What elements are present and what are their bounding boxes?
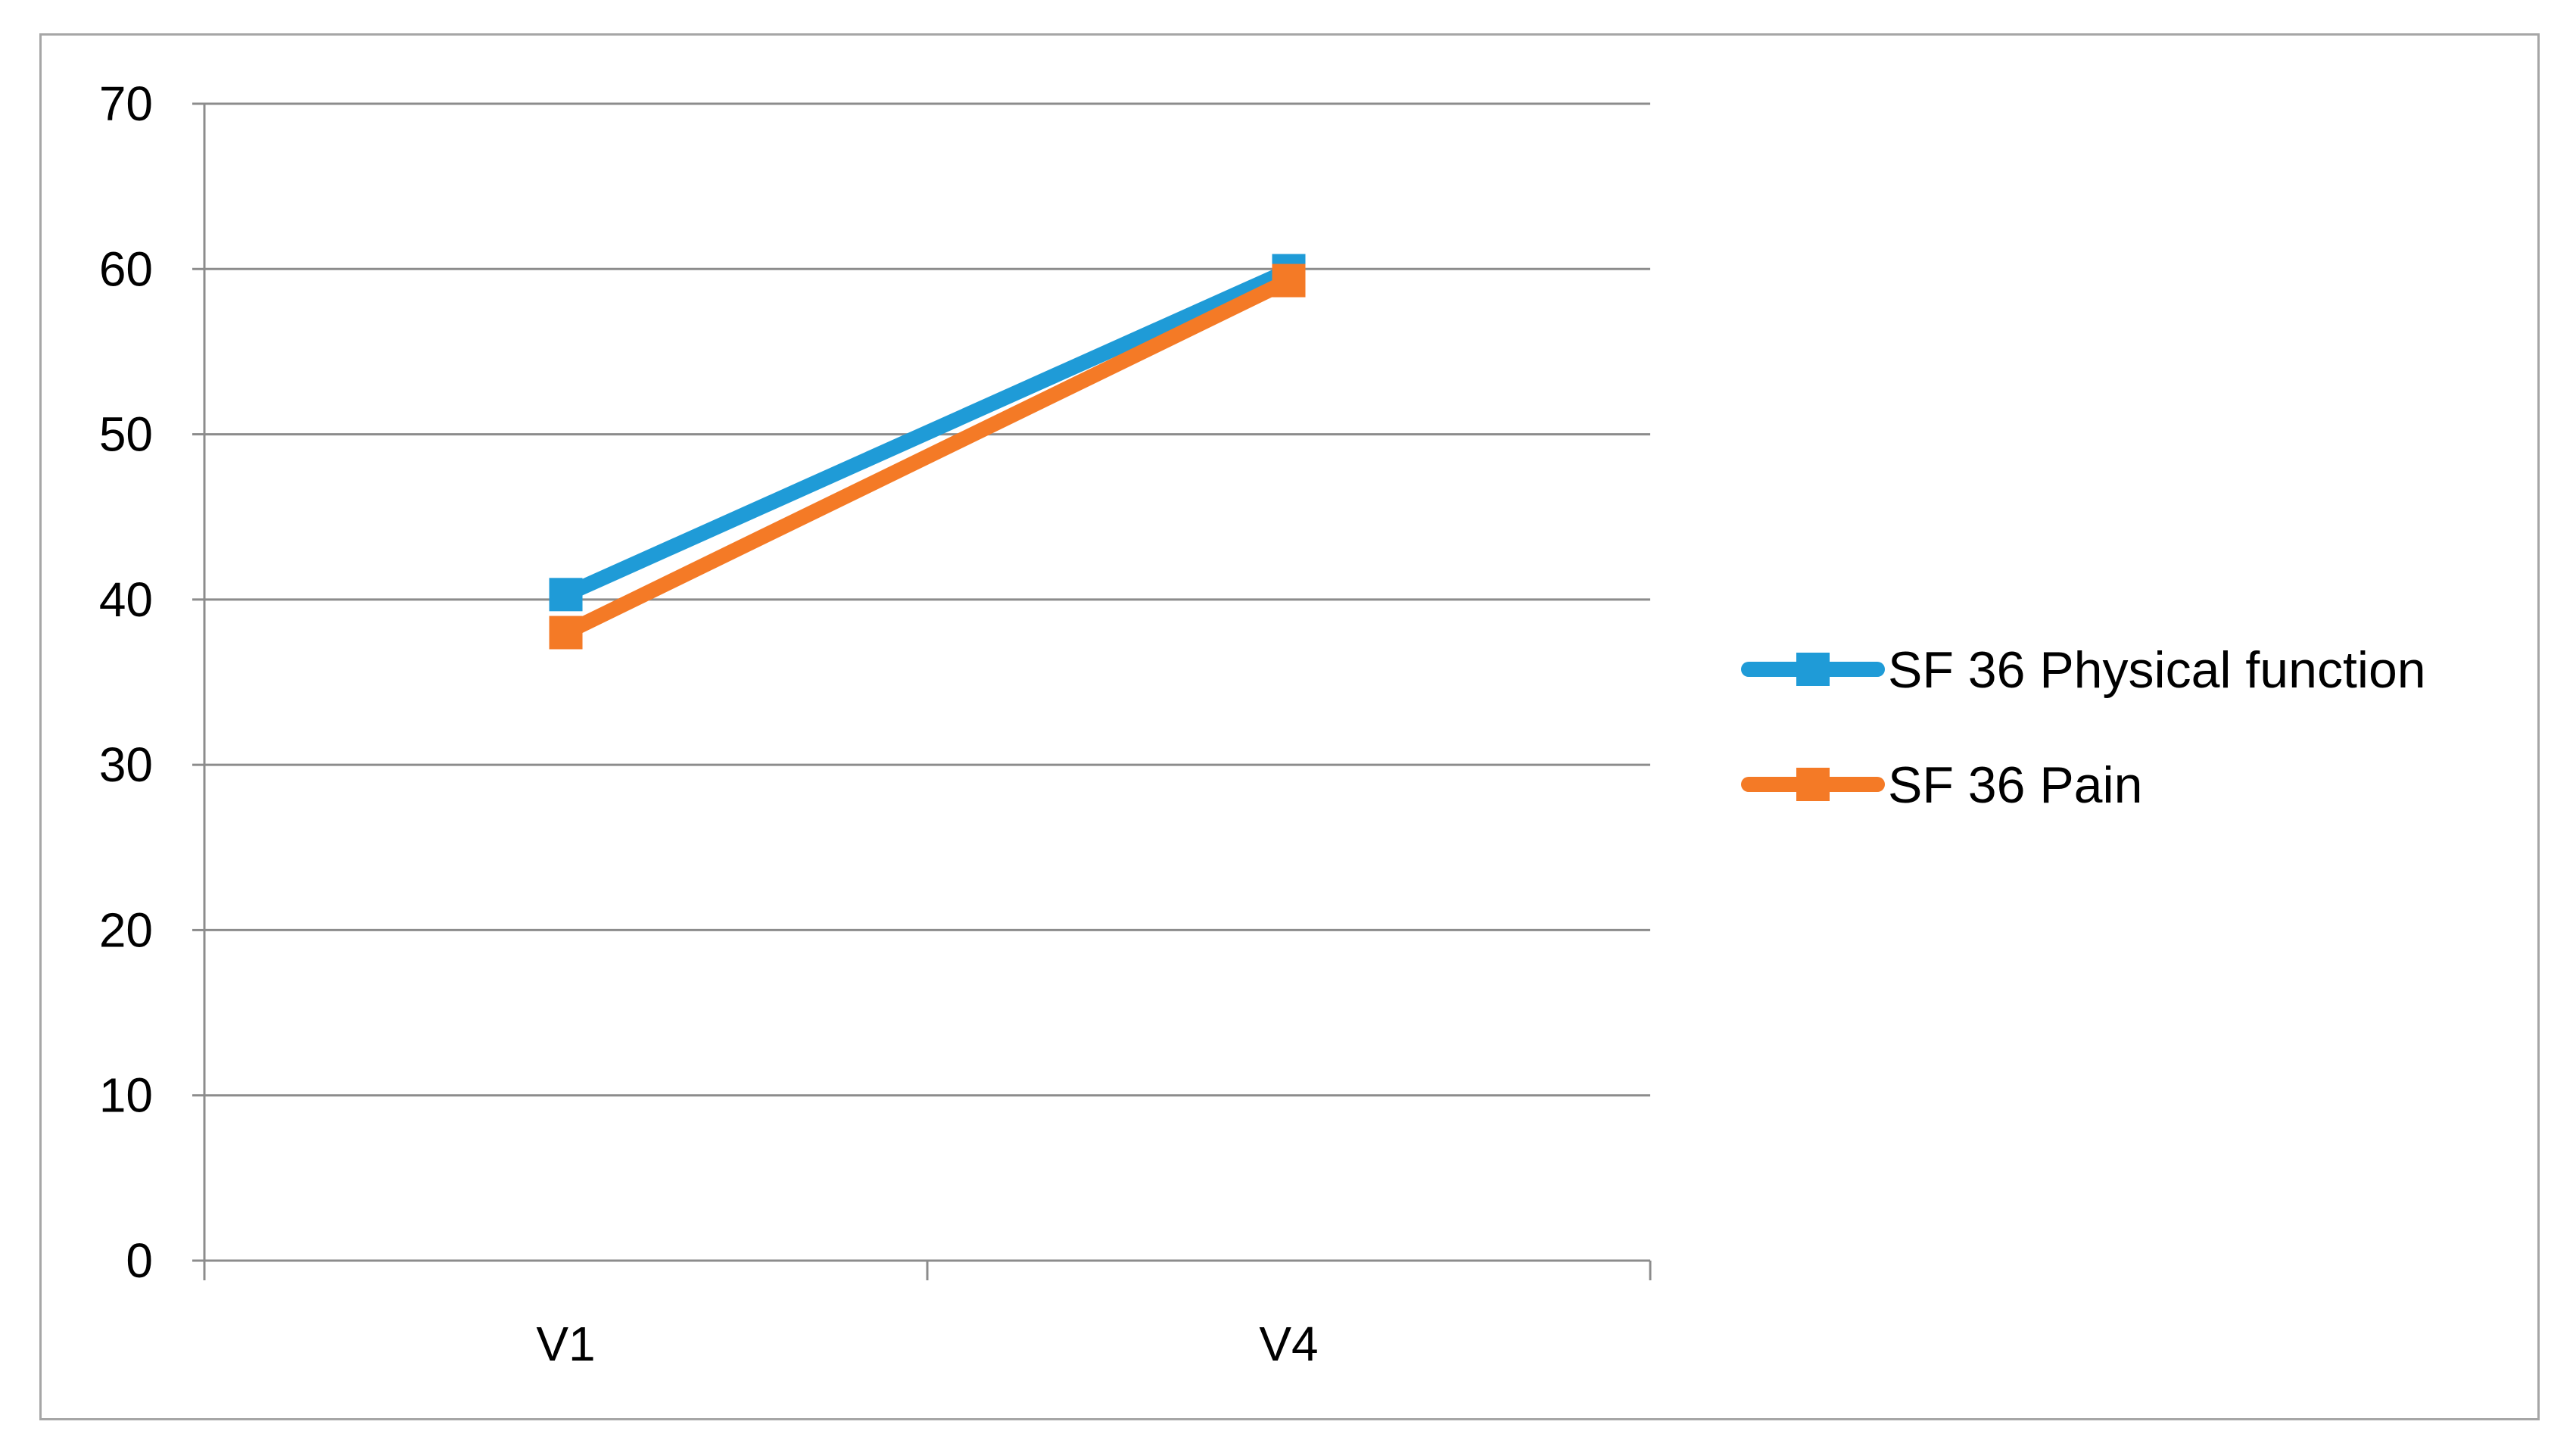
y-tick-label: 60 [99, 242, 153, 296]
legend-marker-swatch [1796, 768, 1830, 801]
x-tick-label: V1 [536, 1317, 595, 1371]
y-tick-label: 10 [99, 1068, 153, 1123]
gridlines [204, 102, 1650, 1097]
legend-label: SF 36 Physical function [1888, 641, 2426, 699]
series-line [558, 273, 1297, 641]
data-point-marker [549, 616, 583, 650]
series-line [558, 263, 1297, 603]
y-tick-label: 20 [99, 902, 153, 957]
x-tick-label: V4 [1259, 1317, 1318, 1371]
series-lines [549, 254, 1306, 650]
legend-marker-swatch [1796, 653, 1830, 686]
y-tick-label: 0 [126, 1233, 153, 1288]
legend-label: SF 36 Pain [1888, 756, 2142, 814]
data-point-marker [549, 578, 583, 612]
axes: 0 10 20 30 40 50 60 70 V1 V4 [99, 76, 1652, 1371]
y-tick-label: 40 [99, 572, 153, 627]
y-tick-label: 70 [99, 76, 153, 131]
data-point-marker [1272, 263, 1306, 298]
legend: SF 36 Physical function SF 36 Pain [1741, 641, 2426, 814]
y-tick-label: 50 [99, 407, 153, 462]
y-tick-label: 30 [99, 737, 153, 792]
